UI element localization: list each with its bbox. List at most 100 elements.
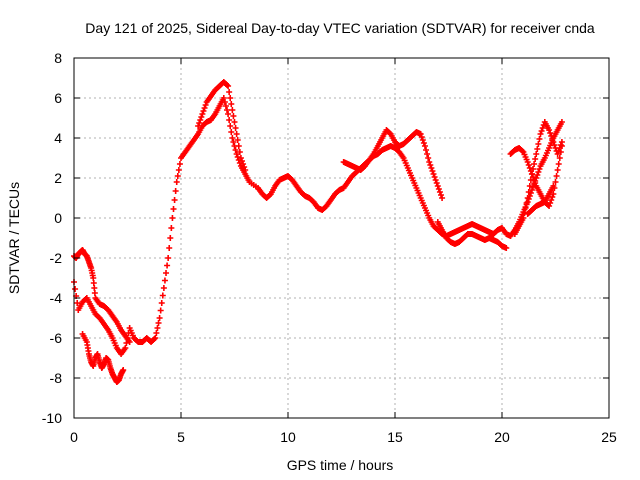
grid	[74, 58, 609, 418]
x-tick-label: 15	[387, 429, 403, 445]
y-tick-label: 6	[54, 90, 62, 106]
data-point	[126, 339, 133, 345]
data-point	[202, 102, 209, 108]
data-point	[548, 133, 555, 139]
data-point	[532, 180, 539, 186]
data-point	[224, 107, 231, 113]
data-point	[198, 114, 205, 120]
data-point	[226, 117, 233, 123]
data-point	[433, 180, 440, 186]
data-point	[154, 325, 161, 331]
data-point	[163, 270, 170, 276]
data-point	[522, 205, 529, 211]
x-tick-label: 25	[601, 429, 617, 445]
y-tick-label: -2	[50, 250, 63, 266]
y-tick-label: 4	[54, 130, 62, 146]
data-point	[122, 345, 129, 351]
data-point	[538, 128, 545, 134]
data-point	[229, 135, 236, 141]
data-point	[520, 215, 527, 221]
data-point	[426, 159, 433, 165]
data-point	[241, 164, 248, 170]
data-point	[155, 320, 162, 326]
data-point	[534, 172, 541, 178]
y-tick-label: 2	[54, 170, 62, 186]
data-point	[534, 146, 541, 152]
data-point	[230, 139, 237, 145]
data-point	[424, 151, 431, 157]
x-axis-label: GPS time / hours	[287, 457, 394, 473]
data-point	[548, 197, 555, 203]
data-point	[236, 149, 243, 155]
data-point	[234, 137, 241, 143]
data-point	[528, 171, 535, 177]
data-point	[72, 286, 79, 292]
data-point	[435, 186, 442, 192]
data-point	[159, 292, 166, 299]
data-point	[225, 83, 232, 89]
data-point	[231, 119, 238, 125]
data-point	[547, 200, 554, 206]
data-point	[156, 315, 163, 321]
data-point	[558, 143, 565, 149]
data-point	[536, 136, 543, 142]
data-point	[240, 161, 247, 167]
data-point	[417, 131, 424, 137]
data-point	[550, 183, 557, 189]
data-point	[431, 174, 438, 180]
data-point	[157, 307, 164, 314]
x-tick-label: 10	[280, 429, 296, 445]
data-point	[531, 161, 538, 167]
data-point	[220, 95, 227, 101]
x-tick-label: 20	[494, 429, 510, 445]
data-point	[525, 189, 532, 195]
data-point	[166, 245, 173, 251]
data-point	[557, 149, 564, 155]
data-point	[439, 195, 446, 201]
data-point	[165, 255, 172, 261]
y-tick-label: -4	[50, 290, 63, 306]
data-point	[158, 300, 165, 306]
data-point	[225, 111, 232, 117]
data-point	[531, 177, 538, 183]
data-point	[232, 147, 239, 153]
data-point	[533, 151, 540, 157]
data-point	[430, 171, 437, 177]
data-point	[546, 203, 553, 209]
data-point	[535, 169, 542, 175]
data-point	[237, 155, 244, 161]
plot-frame	[73, 57, 610, 419]
data-point	[535, 141, 542, 147]
data-point	[152, 335, 159, 341]
data-point	[238, 158, 245, 164]
data-point	[530, 184, 537, 190]
data-point	[527, 168, 534, 174]
data-point	[425, 155, 432, 161]
data-point	[175, 167, 182, 173]
data-point	[195, 123, 202, 129]
data-point	[525, 162, 532, 168]
data-point	[519, 148, 526, 154]
data-point	[429, 168, 436, 174]
data-point	[546, 127, 553, 133]
data-point	[233, 131, 240, 137]
data-point	[167, 235, 174, 241]
data-point	[420, 140, 427, 146]
y-tick-label: -8	[50, 370, 63, 386]
data-point	[552, 179, 559, 185]
data-point	[224, 82, 231, 88]
data-point	[153, 330, 160, 336]
data-point	[428, 165, 435, 171]
data-point	[235, 143, 242, 149]
x-tick-label: 0	[70, 429, 78, 445]
data-point	[171, 197, 178, 203]
data-point	[227, 95, 234, 101]
data-point	[168, 225, 175, 231]
data-point	[526, 165, 533, 171]
data-point	[530, 174, 537, 180]
data-point	[524, 159, 531, 165]
data-point	[554, 167, 561, 173]
data-point	[524, 195, 531, 201]
y-tick-label: 0	[54, 210, 62, 226]
